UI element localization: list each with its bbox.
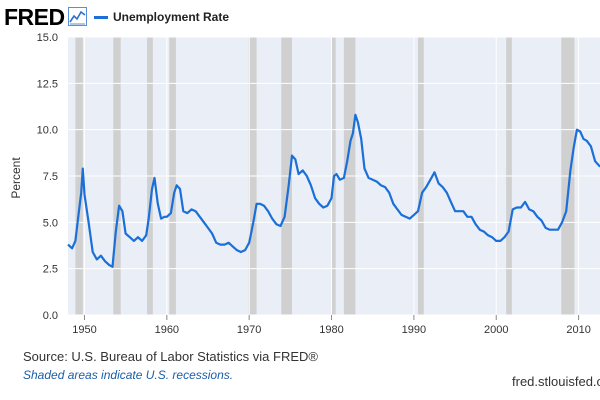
fred-logo[interactable]: FRED: [4, 4, 65, 30]
y-axis-ticks: 0.0 2.5 5.0 7.5 10.0 12.5 15.0: [37, 32, 58, 322]
y-tick-label: 2.5: [43, 264, 58, 276]
legend-label: Unemployment Rate: [113, 10, 230, 24]
y-tick-label: 0.0: [43, 310, 58, 322]
series-line-unemployment-rate: [67, 113, 600, 268]
x-tick-label: 2000: [484, 324, 508, 336]
x-tick-label: 1990: [402, 324, 426, 336]
y-axis-title: Percent: [9, 157, 23, 199]
source-text: Source: U.S. Bureau of Labor Statistics …: [23, 349, 318, 364]
x-axis-ticks: 1950 1960 1970 1980 1990 2000 2010: [72, 315, 591, 336]
plot-area: [67, 36, 600, 316]
legend-swatch: [94, 16, 108, 19]
x-tick-label: 1960: [155, 324, 179, 336]
x-tick-label: 1950: [72, 324, 96, 336]
x-tick-label: 1970: [237, 324, 261, 336]
grid-lines: [68, 36, 600, 316]
line-chart-icon: [68, 7, 87, 26]
y-tick-label: 15.0: [37, 32, 58, 44]
chart-header: FRED Unemployment Rate: [0, 0, 600, 34]
x-tick-label: 1980: [319, 324, 343, 336]
recession-note: Shaded areas indicate U.S. recessions.: [23, 368, 234, 382]
y-tick-label: 12.5: [37, 78, 58, 90]
y-tick-label: 5.0: [43, 217, 58, 229]
x-tick-label: 2010: [566, 324, 590, 336]
y-tick-label: 7.5: [43, 171, 58, 183]
fred-url-link[interactable]: fred.stlouisfed.org: [512, 374, 600, 389]
y-tick-label: 10.0: [37, 125, 58, 137]
